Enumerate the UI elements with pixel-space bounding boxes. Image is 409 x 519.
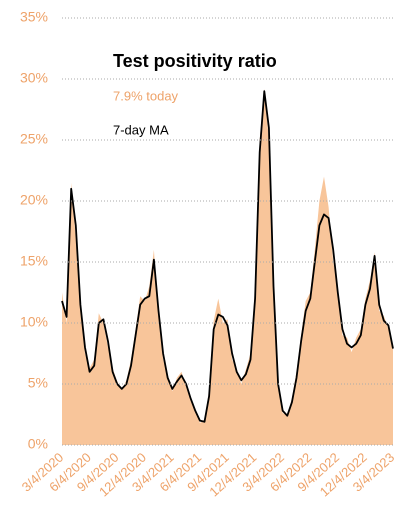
chart-title: Test positivity ratio: [113, 51, 277, 71]
y-tick-label: 30%: [20, 70, 48, 86]
y-tick-label: 20%: [20, 192, 48, 208]
y-tick-label: 35%: [20, 9, 48, 25]
y-tick-label: 5%: [28, 375, 48, 391]
y-tick-label: 10%: [20, 314, 48, 330]
y-tick-label: 25%: [20, 131, 48, 147]
area: [62, 88, 393, 446]
line: [61, 90, 394, 423]
y-tick-label: 15%: [20, 253, 48, 269]
y-tick-label: 0%: [28, 436, 48, 452]
annotation: 7.9% today: [113, 88, 179, 103]
grid: [62, 17, 393, 446]
legend-label: 7-day MA: [113, 122, 169, 137]
